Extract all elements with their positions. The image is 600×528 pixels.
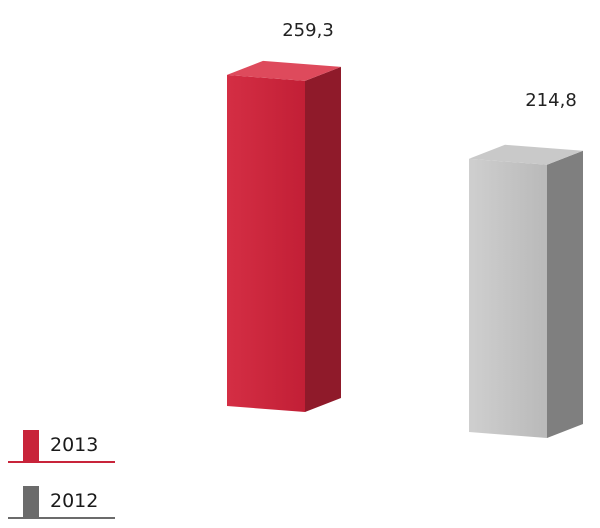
- legend-swatch-2013: [23, 430, 39, 462]
- bar-value-label-2013: 259,3: [282, 20, 334, 41]
- legend-item-2012: 2012: [0, 480, 120, 528]
- legend-underline-2012: [8, 517, 115, 519]
- bar-top-2012: [469, 144, 583, 165]
- legend-underline-2013: [8, 461, 115, 463]
- bar-value-label-2012: 214,8: [525, 90, 577, 111]
- bar-side-2013: [305, 66, 341, 412]
- legend-swatch-2012: [23, 486, 39, 518]
- legend-item-2013: 2013: [0, 424, 120, 472]
- bar-side-2012: [547, 150, 583, 438]
- bar-front-2013: [227, 74, 305, 412]
- legend-label-2013: 2013: [50, 434, 99, 456]
- bar-front-2012: [469, 158, 547, 438]
- bar-top-2013: [227, 60, 341, 81]
- legend-label-2012: 2012: [50, 490, 99, 512]
